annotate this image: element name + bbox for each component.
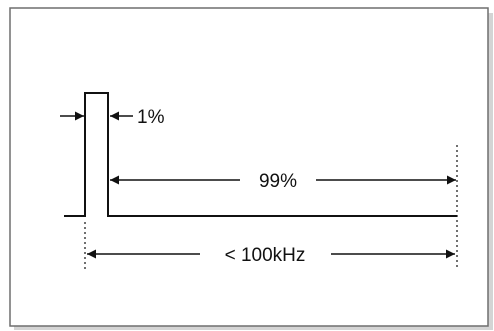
pulse-waveform [64,92,457,217]
frame-border [9,7,489,327]
off-time-label: 99% [259,171,297,192]
period-label: < 100kHz [225,245,306,266]
pulse-width-label: 1% [137,107,165,128]
